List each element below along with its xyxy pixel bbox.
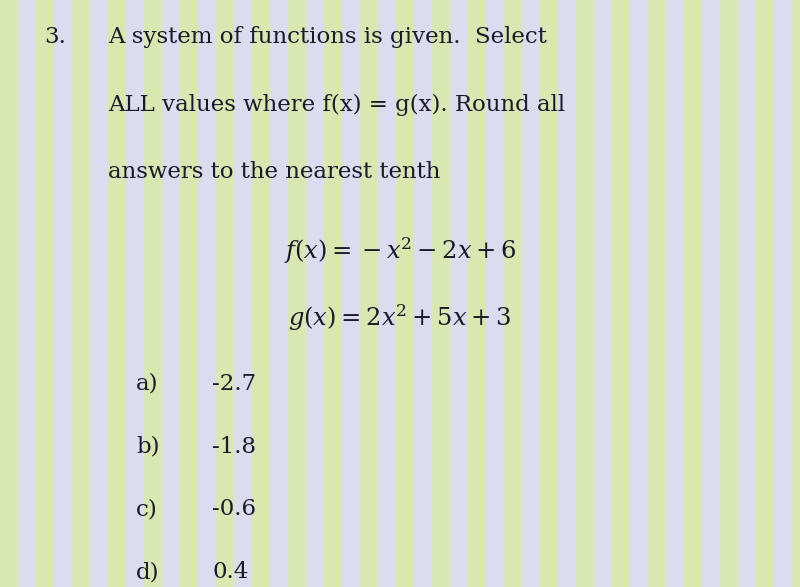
Bar	[54, 0, 72, 587]
Bar	[36, 0, 54, 587]
Text: -2.7: -2.7	[212, 373, 256, 394]
Bar	[108, 0, 126, 587]
Bar	[540, 0, 558, 587]
Text: -0.6: -0.6	[212, 498, 256, 520]
Bar	[702, 0, 720, 587]
Bar	[450, 0, 468, 587]
Bar	[468, 0, 486, 587]
Bar	[432, 0, 450, 587]
Bar	[288, 0, 306, 587]
Text: $g(x) = 2x^2 + 5x + 3$: $g(x) = 2x^2 + 5x + 3$	[289, 302, 511, 333]
Bar	[504, 0, 522, 587]
Text: A system of functions is given.  Select: A system of functions is given. Select	[108, 26, 547, 48]
Text: $f(x) = -x^2 - 2x + 6$: $f(x) = -x^2 - 2x + 6$	[284, 235, 516, 265]
Text: 0.4: 0.4	[212, 561, 248, 583]
Text: a): a)	[136, 373, 158, 394]
Bar	[180, 0, 198, 587]
Bar	[324, 0, 342, 587]
Bar	[162, 0, 180, 587]
Bar	[90, 0, 108, 587]
Bar	[18, 0, 36, 587]
Bar	[234, 0, 252, 587]
Bar	[414, 0, 432, 587]
Bar	[306, 0, 324, 587]
Bar	[396, 0, 414, 587]
Bar	[216, 0, 234, 587]
Text: ALL values where f(x) = g(x). Round all: ALL values where f(x) = g(x). Round all	[108, 94, 565, 116]
Bar	[558, 0, 576, 587]
Bar	[0, 0, 18, 587]
Bar	[270, 0, 288, 587]
Bar	[756, 0, 774, 587]
Text: 3.: 3.	[44, 26, 66, 48]
Bar	[720, 0, 738, 587]
Bar	[666, 0, 684, 587]
Text: b): b)	[136, 436, 159, 457]
Bar	[594, 0, 612, 587]
Bar	[612, 0, 630, 587]
Bar	[72, 0, 90, 587]
Bar	[360, 0, 378, 587]
Bar	[144, 0, 162, 587]
Text: answers to the nearest tenth: answers to the nearest tenth	[108, 161, 440, 183]
Bar	[792, 0, 800, 587]
Bar	[576, 0, 594, 587]
Bar	[486, 0, 504, 587]
Bar	[378, 0, 396, 587]
Bar	[648, 0, 666, 587]
Text: -1.8: -1.8	[212, 436, 256, 457]
Text: d): d)	[136, 561, 159, 583]
Bar	[774, 0, 792, 587]
Bar	[252, 0, 270, 587]
Bar	[738, 0, 756, 587]
Bar	[684, 0, 702, 587]
Bar	[126, 0, 144, 587]
Bar	[198, 0, 216, 587]
Text: c): c)	[136, 498, 158, 520]
Bar	[522, 0, 540, 587]
Bar	[342, 0, 360, 587]
Bar	[630, 0, 648, 587]
